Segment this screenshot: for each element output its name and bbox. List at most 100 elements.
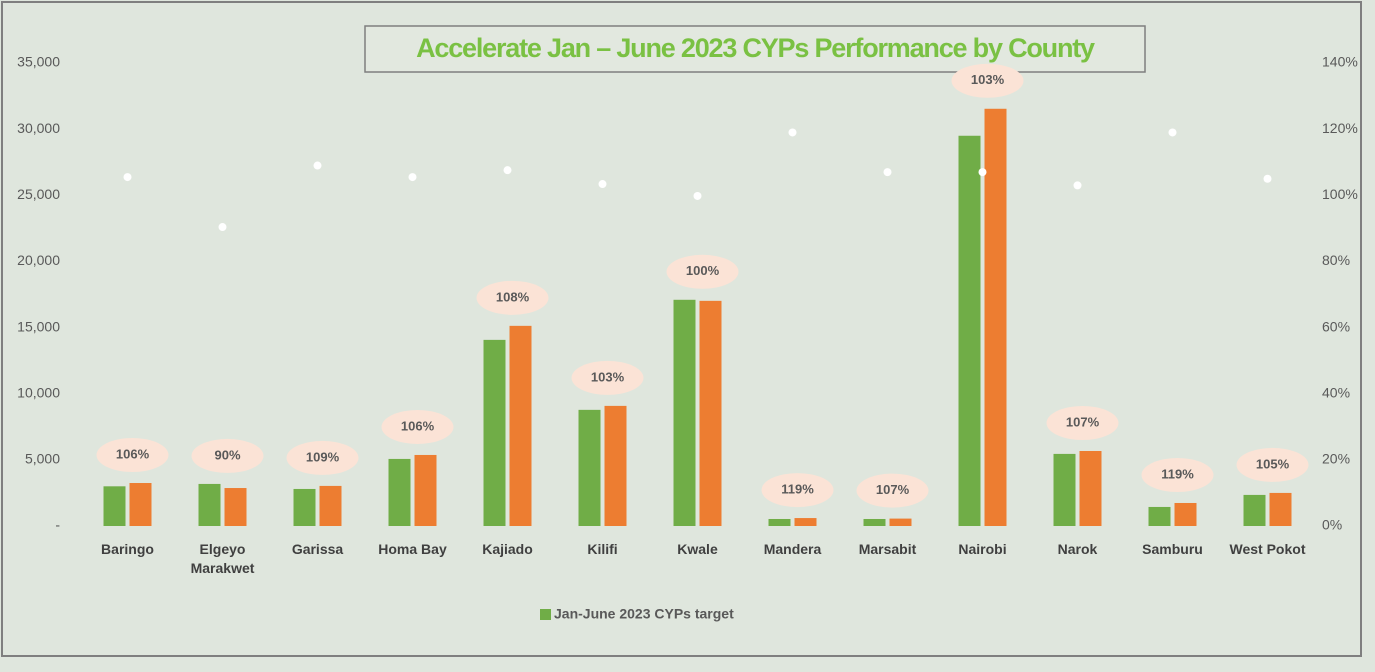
annotation-bubble [286, 440, 359, 475]
bar [414, 454, 437, 526]
x-tick-label: Mandera [763, 541, 822, 557]
point [1168, 128, 1177, 137]
bar [889, 518, 912, 526]
y-tick-label: 30,000 [17, 120, 60, 136]
y-tick-label: 5,000 [25, 451, 60, 467]
y2-tick-label: 40% [1322, 384, 1350, 400]
bar [1269, 492, 1292, 526]
point [1263, 174, 1272, 183]
y-tick-label: 25,000 [17, 186, 60, 202]
y-tick-label: - [55, 517, 60, 533]
y2-tick-label: 100% [1322, 186, 1358, 202]
y-tick-label: 20,000 [17, 252, 60, 268]
annotation: 119% [1161, 466, 1194, 481]
bar [673, 299, 696, 526]
x-tick-label: Narok [1057, 541, 1098, 557]
annotation: 106% [401, 418, 435, 433]
x-tick-label: Homa Bay [378, 541, 447, 557]
point [313, 161, 322, 170]
point [978, 168, 987, 177]
x-tick-label: Elgeyo Marakwet [190, 541, 255, 576]
bar [604, 405, 627, 526]
annotation: 107% [1066, 414, 1100, 429]
bar [1079, 450, 1102, 526]
annotation: 107% [876, 482, 910, 497]
bar [1174, 502, 1197, 526]
point [788, 128, 797, 137]
x-tick-label: Kajiado [482, 541, 533, 557]
annotation-bubble [666, 254, 739, 289]
y2-tick-label: 120% [1322, 120, 1358, 136]
annotation: 109% [306, 449, 340, 464]
annotation-bubble [1046, 405, 1119, 440]
annotation-bubble [476, 280, 549, 315]
chart-frame [1, 1, 1362, 657]
annotation-bubble [1236, 447, 1309, 482]
bar [483, 339, 506, 526]
bar [224, 488, 247, 526]
bar [768, 518, 791, 526]
point [218, 223, 227, 232]
bar [863, 518, 886, 526]
x-tick-label: Nairobi [958, 541, 1007, 557]
x-tick-label: West Pokot [1229, 541, 1306, 557]
bar [1243, 494, 1266, 526]
chart-title: Accelerate Jan – June 2023 CYPs Performa… [416, 33, 1095, 63]
point [408, 173, 417, 182]
bar [1053, 453, 1076, 526]
x-tick-label: Kilifi [587, 541, 618, 557]
bar [198, 483, 221, 526]
annotation-bubble [571, 360, 644, 395]
point [693, 191, 702, 200]
x-tick-label: Kwale [677, 541, 718, 557]
bar [129, 483, 152, 526]
bar [984, 108, 1007, 526]
annotation: 103% [971, 72, 1005, 87]
y2-tick-label: 0% [1322, 517, 1342, 533]
legend-label: Jan-June 2023 CYPs target [554, 606, 734, 622]
x-tick-label: Baringo [101, 541, 154, 557]
annotation: 103% [591, 369, 625, 384]
y-tick-label: 10,000 [17, 384, 60, 400]
y2-tick-label: 20% [1322, 451, 1350, 467]
point [598, 180, 607, 189]
annotation: 105% [1256, 456, 1290, 471]
annotation: 90% [214, 447, 240, 462]
y2-tick-label: 140% [1322, 54, 1358, 70]
bar [578, 409, 601, 526]
legend-swatch [540, 609, 551, 620]
bar [388, 458, 411, 526]
y-tick-label: 15,000 [17, 318, 60, 334]
point [883, 168, 892, 177]
x-tick-label: Garissa [291, 541, 344, 557]
point [123, 173, 132, 182]
bar [509, 325, 532, 526]
point [1073, 181, 1082, 190]
y-tick-label: 35,000 [17, 54, 60, 70]
x-tick-label: Samburu [1142, 541, 1203, 557]
annotation-bubble [761, 473, 834, 508]
annotation-bubble [856, 473, 929, 508]
x-tick-label: Marsabit [858, 541, 917, 557]
annotation-bubble [951, 63, 1024, 98]
bar [103, 486, 126, 526]
annotation: 119% [781, 482, 814, 497]
bar [319, 485, 342, 526]
annotation: 100% [686, 263, 720, 278]
title-box [364, 25, 1146, 73]
bar [699, 300, 722, 526]
y2-tick-label: 80% [1322, 252, 1350, 268]
y2-tick-label: 60% [1322, 318, 1350, 334]
annotation-bubble [191, 438, 264, 473]
annotation: 108% [496, 289, 530, 304]
annotation-bubble [96, 438, 169, 473]
annotation: 106% [116, 446, 150, 461]
bar [958, 135, 981, 526]
annotation-bubble [381, 409, 454, 444]
annotation-bubble [1141, 457, 1214, 492]
point [503, 166, 512, 175]
bar [293, 488, 316, 526]
bar [794, 518, 817, 526]
